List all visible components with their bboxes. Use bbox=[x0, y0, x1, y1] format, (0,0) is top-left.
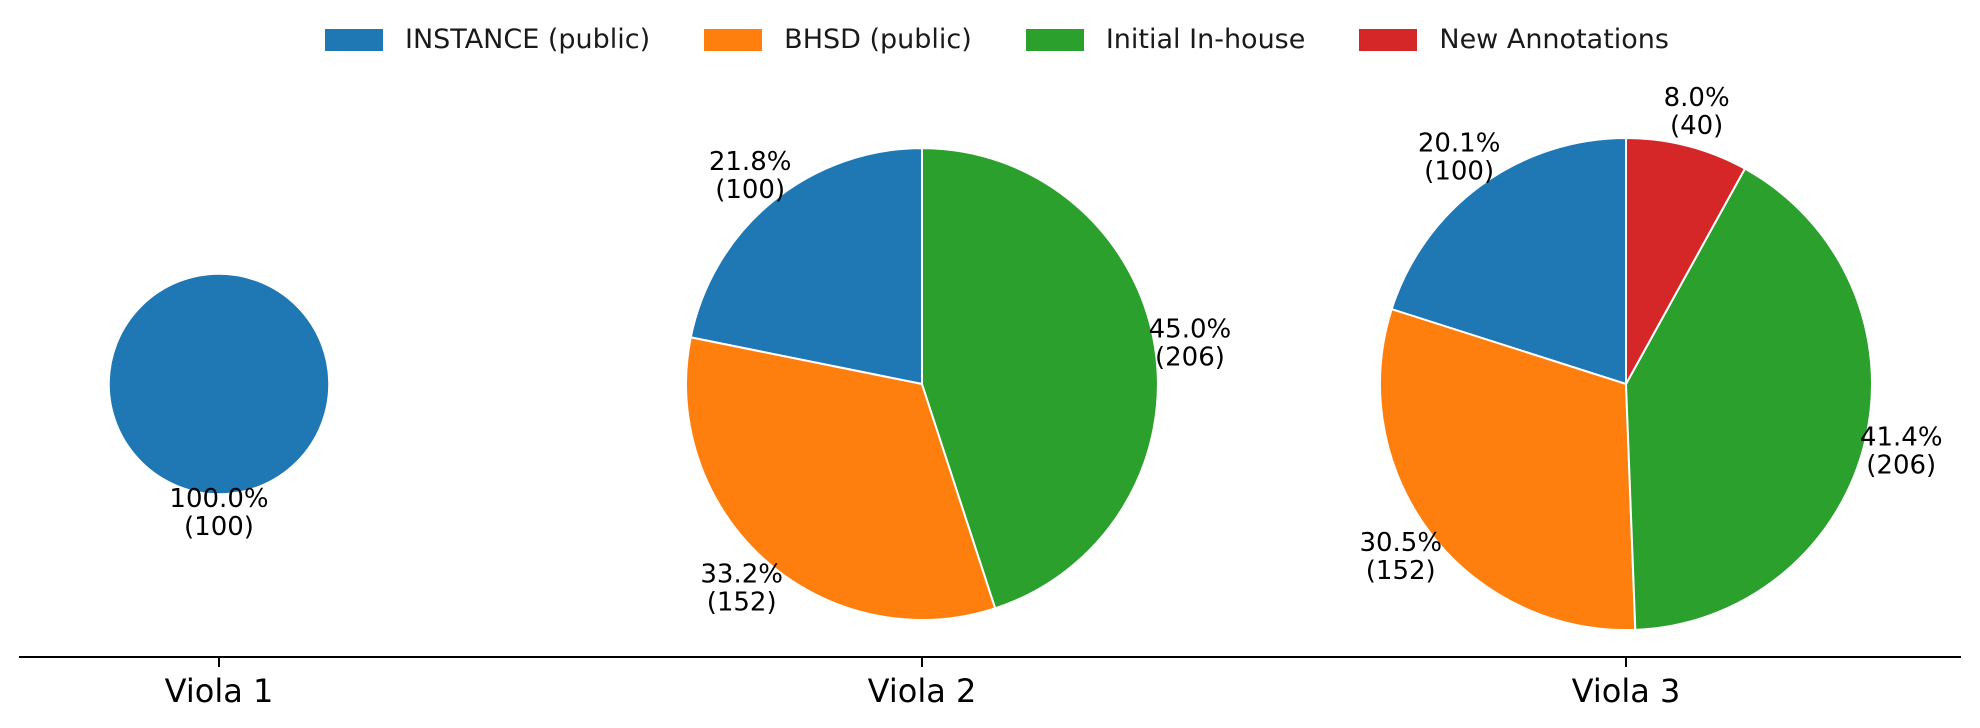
legend-label-inhouse: Initial In-house bbox=[1105, 24, 1306, 55]
legend-label-new: New Annotations bbox=[1439, 24, 1669, 55]
pie-slice-3-bhsd bbox=[1379, 308, 1637, 631]
legend-item-inhouse: Initial In-house bbox=[1025, 24, 1306, 55]
chart-legend: INSTANCE (public) BHSD (public) Initial … bbox=[0, 24, 1980, 55]
pie-slice-3-inhouse bbox=[1625, 167, 1874, 631]
slice-label-1-instance: 100.0% (100) bbox=[169, 484, 268, 542]
legend-swatch-new bbox=[1359, 28, 1418, 51]
slice-label-2-instance: 21.8% (100) bbox=[709, 147, 792, 205]
legend-swatch-instance bbox=[325, 28, 383, 51]
pie-slice-1-instance bbox=[107, 272, 331, 496]
pie-slice-3-new bbox=[1625, 137, 1746, 385]
legend-label-instance: INSTANCE (public) bbox=[405, 24, 651, 55]
pie-slice-2-instance bbox=[689, 147, 923, 385]
slice-label-2-bhsd: 33.2% (152) bbox=[700, 560, 783, 618]
legend-swatch-inhouse bbox=[1025, 28, 1084, 51]
legend-item-new: New Annotations bbox=[1359, 24, 1669, 55]
x-tick-label-2: Viola 2 bbox=[868, 672, 977, 710]
pie-slice-3-instance bbox=[1390, 137, 1627, 385]
legend-item-bhsd: BHSD (public) bbox=[704, 24, 972, 55]
pie-slice-2-inhouse bbox=[921, 147, 1159, 610]
slice-label-2-inhouse: 45.0% (206) bbox=[1149, 314, 1232, 372]
slice-label-3-inhouse: 41.4% (206) bbox=[1860, 422, 1943, 480]
legend-swatch-bhsd bbox=[704, 28, 763, 51]
slice-label-3-new: 8.0% (40) bbox=[1664, 83, 1730, 141]
slice-label-3-instance: 20.1% (100) bbox=[1418, 129, 1501, 187]
legend-item-instance: INSTANCE (public) bbox=[325, 24, 650, 55]
slice-label-3-bhsd: 30.5% (152) bbox=[1359, 528, 1442, 586]
x-tick-label-3: Viola 3 bbox=[1572, 672, 1681, 710]
x-tick-label-1: Viola 1 bbox=[165, 672, 274, 710]
legend-label-bhsd: BHSD (public) bbox=[784, 24, 972, 55]
pie-slice-2-bhsd bbox=[685, 336, 997, 621]
